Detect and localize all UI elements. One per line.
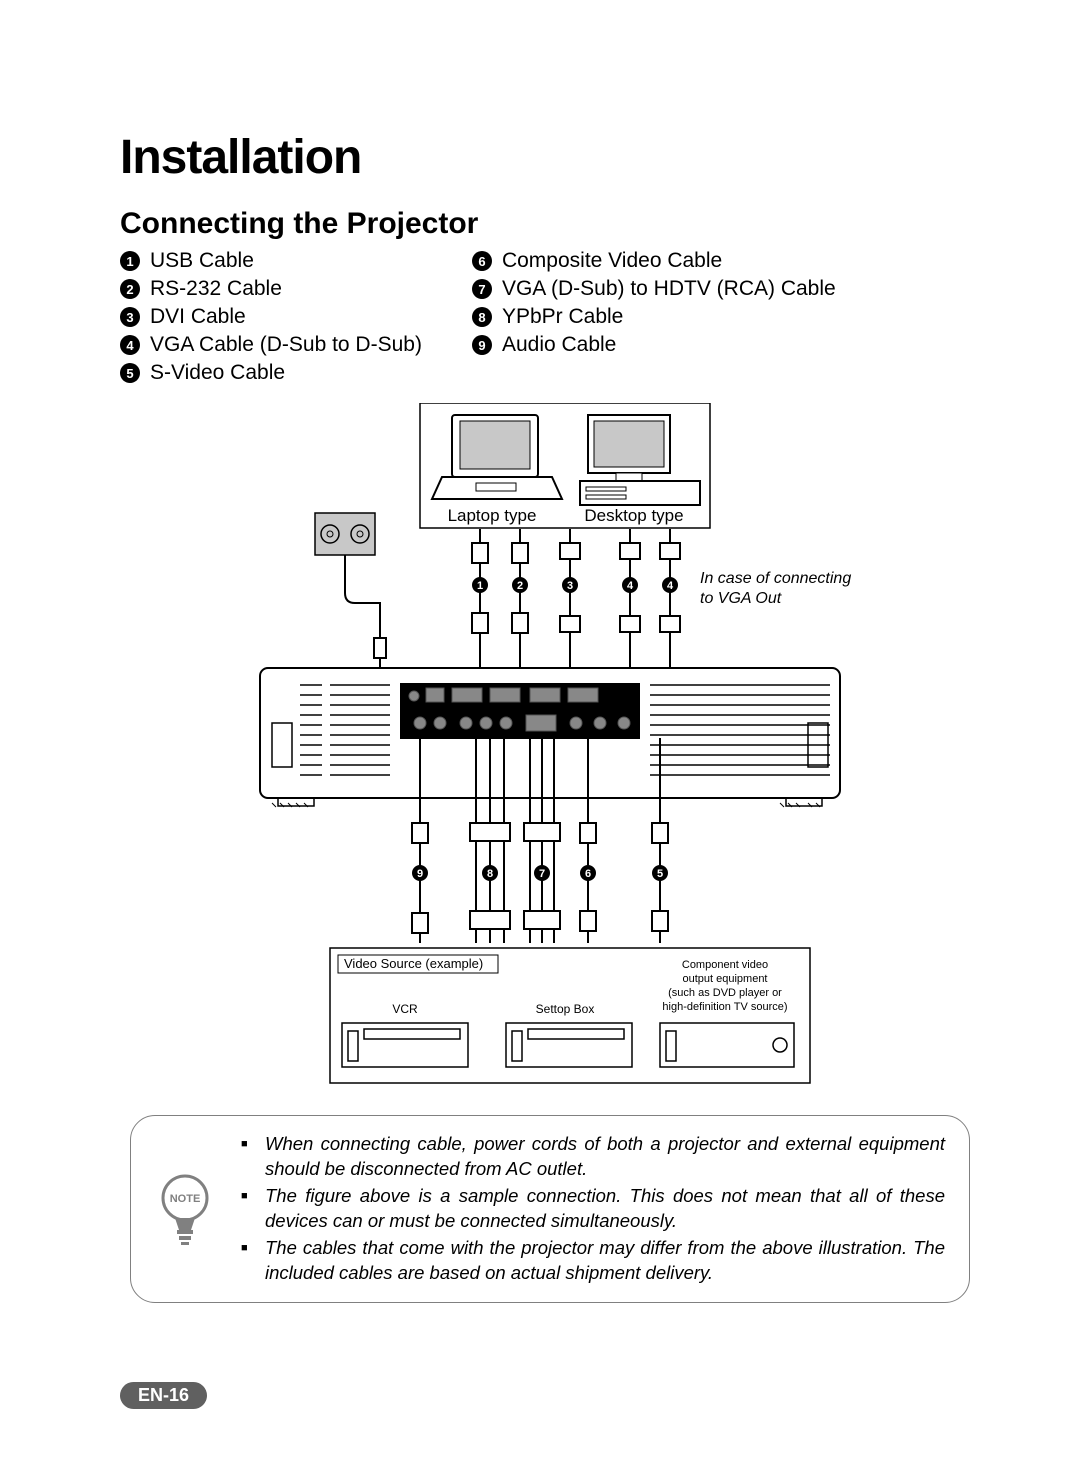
projector-icon: [260, 668, 840, 807]
legend-item: 2 RS-232 Cable: [120, 277, 422, 301]
diagram-svg: Laptop type Desktop type: [230, 403, 870, 1093]
legend-col-right: 6 Composite Video Cable 7 VGA (D-Sub) to H…: [472, 249, 836, 385]
lightbulb-icon: NOTE: [155, 1170, 215, 1248]
svg-text:5: 5: [657, 868, 663, 880]
legend-col-left: 1 USB Cable 2 RS-232 Cable 3 DVI Cable 4 VGA…: [120, 249, 422, 385]
svg-text:2: 2: [517, 580, 523, 592]
cable-legend: 1 USB Cable 2 RS-232 Cable 3 DVI Cable 4 VGA…: [120, 249, 980, 385]
num-badge: 4: [120, 335, 140, 355]
svg-text:8: 8: [487, 868, 493, 880]
component-l1: Component video: [682, 959, 768, 971]
num-badge: 3: [120, 307, 140, 327]
legend-item: 8 YPbPr Cable: [472, 305, 836, 329]
section-title: Connecting the Projector: [120, 207, 980, 241]
num-badge: 6: [472, 251, 492, 271]
num-badge: 5: [120, 363, 140, 383]
svg-text:3: 3: [567, 580, 573, 592]
page-title: Installation: [120, 130, 980, 185]
note-box: NOTE When connecting cable, power cords …: [130, 1115, 970, 1303]
svg-text:7: 7: [539, 868, 545, 880]
note-item: When connecting cable, power cords of bo…: [241, 1132, 945, 1182]
note-item: The cables that come with the projector …: [241, 1236, 945, 1286]
vga-note-1: In case of connecting: [700, 570, 851, 587]
component-l2: output equipment: [682, 973, 767, 985]
legend-label: Composite Video Cable: [502, 249, 722, 273]
legend-item: 7 VGA (D-Sub) to HDTV (RCA) Cable: [472, 277, 836, 301]
component-l4: high-definition TV source): [662, 1001, 787, 1013]
note-item: The figure above is a sample connection.…: [241, 1184, 945, 1234]
legend-label: USB Cable: [150, 249, 254, 273]
legend-item: 6 Composite Video Cable: [472, 249, 836, 273]
svg-text:6: 6: [585, 868, 591, 880]
legend-label: DVI Cable: [150, 305, 246, 329]
legend-item: 4 VGA Cable (D-Sub to D-Sub): [120, 333, 422, 357]
legend-item: 1 USB Cable: [120, 249, 422, 273]
legend-label: RS-232 Cable: [150, 277, 282, 301]
source-box-title: Video Source (example): [344, 956, 483, 971]
num-badge: 7: [472, 279, 492, 299]
settop-label: Settop Box: [536, 1002, 595, 1016]
connection-diagram: Laptop type Desktop type: [230, 403, 870, 1093]
desktop-label: Desktop type: [584, 506, 683, 525]
svg-text:4: 4: [627, 580, 634, 592]
legend-label: VGA Cable (D-Sub to D-Sub): [150, 333, 422, 357]
component-l3: (such as DVD player or: [668, 987, 782, 999]
num-badge: 9: [472, 335, 492, 355]
svg-text:4: 4: [667, 580, 674, 592]
legend-label: Audio Cable: [502, 333, 616, 357]
num-badge: 1: [120, 251, 140, 271]
page-number: EN-16: [120, 1382, 207, 1409]
legend-item: 5 S-Video Cable: [120, 361, 422, 385]
legend-item: 9 Audio Cable: [472, 333, 836, 357]
legend-label: S-Video Cable: [150, 361, 285, 385]
legend-item: 3 DVI Cable: [120, 305, 422, 329]
svg-text:9: 9: [417, 868, 423, 880]
num-badge: 2: [120, 279, 140, 299]
laptop-label: Laptop type: [448, 506, 537, 525]
svg-text:NOTE: NOTE: [170, 1193, 201, 1205]
vga-note-2: to VGA Out: [700, 590, 782, 607]
vcr-label: VCR: [392, 1002, 418, 1016]
legend-label: VGA (D-Sub) to HDTV (RCA) Cable: [502, 277, 836, 301]
svg-text:1: 1: [477, 580, 483, 592]
legend-label: YPbPr Cable: [502, 305, 623, 329]
num-badge: 8: [472, 307, 492, 327]
